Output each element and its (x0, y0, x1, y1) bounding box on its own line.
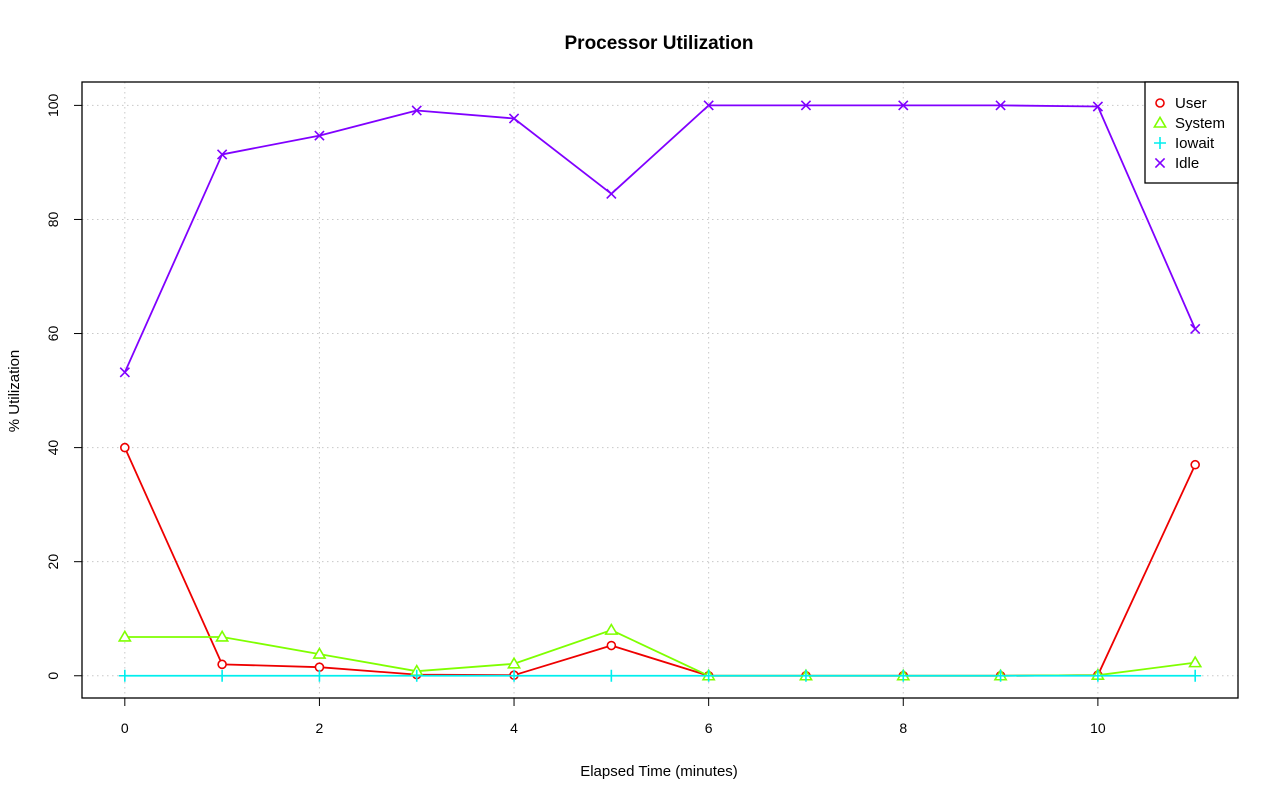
series-system (117, 622, 1203, 681)
series-idle-point (508, 113, 520, 124)
series-idle-point (800, 100, 812, 111)
series-iowait-point (216, 669, 229, 682)
series-idle-point (119, 367, 130, 378)
series-user-point (120, 442, 130, 453)
series-idle-point (216, 149, 228, 160)
series-idle (119, 100, 1201, 378)
x-axis-label: Elapsed Time (minutes) (580, 763, 738, 780)
series-system-point (1188, 655, 1203, 668)
legend-label-user: User (1175, 95, 1207, 112)
legend-label-idle: Idle (1175, 155, 1199, 172)
series-system-point (507, 656, 522, 669)
y-tick-label: 20 (45, 554, 61, 570)
series-idle-point (314, 130, 325, 141)
legend-label-iowait: Iowait (1175, 135, 1215, 152)
series-idle-point (1190, 323, 1201, 335)
series-iowait-point (118, 669, 131, 682)
chart-title: Processor Utilization (565, 33, 754, 54)
series-idle-point (898, 100, 909, 111)
series-iowait-point (799, 669, 812, 682)
series-group (117, 100, 1203, 682)
series-user-point (606, 640, 617, 651)
legend-marker-iowait (1154, 137, 1166, 149)
y-tick-label: 80 (45, 211, 61, 227)
series-iowait-point (410, 669, 423, 682)
legend-marker-system (1153, 115, 1167, 128)
series-iowait-point (702, 669, 715, 682)
series-idle-point (411, 105, 422, 116)
series-idle-point (606, 188, 617, 199)
x-tick-label: 10 (1090, 720, 1106, 736)
series-iowait-point (605, 669, 618, 682)
series-user-line (123, 447, 1197, 677)
x-tick-label: 8 (899, 720, 907, 736)
plot-frame (81, 81, 1239, 699)
grid (82, 82, 1238, 698)
series-system-point (312, 646, 327, 659)
x-tick-label: 4 (510, 720, 518, 736)
series-iowait-point (897, 669, 910, 682)
y-axis-label: % Utilization (6, 350, 23, 433)
series-iowait-point (1091, 669, 1104, 682)
x-tick-label: 2 (316, 720, 324, 736)
series-iowait (118, 669, 1202, 682)
series-iowait-point (508, 669, 521, 682)
series-iowait-point (313, 669, 326, 682)
series-idle-line (123, 104, 1197, 373)
x-tick-label: 0 (121, 720, 129, 736)
y-tick-label: 60 (45, 326, 61, 342)
series-user-point (217, 659, 227, 670)
series-idle-point (703, 100, 714, 111)
y-tick-label: 0 (45, 672, 61, 680)
legend-marker-idle (1154, 157, 1166, 169)
series-iowait-point (994, 669, 1007, 682)
legend-label-system: System (1175, 115, 1225, 132)
series-system-point (117, 629, 132, 642)
y-tick-label: 40 (45, 440, 61, 456)
series-user-point (1190, 459, 1200, 470)
series-system-point (215, 629, 230, 642)
series-idle-point (1092, 101, 1104, 112)
series-iowait-point (1189, 669, 1202, 682)
series-system-point (604, 622, 619, 635)
legend-marker-user (1155, 98, 1165, 108)
x-tick-label: 6 (705, 720, 713, 736)
y-tick-label: 100 (45, 93, 61, 117)
legend: User System Iowait Idle (1144, 81, 1239, 184)
series-idle-point (995, 100, 1006, 111)
series-system-line (124, 629, 1196, 677)
